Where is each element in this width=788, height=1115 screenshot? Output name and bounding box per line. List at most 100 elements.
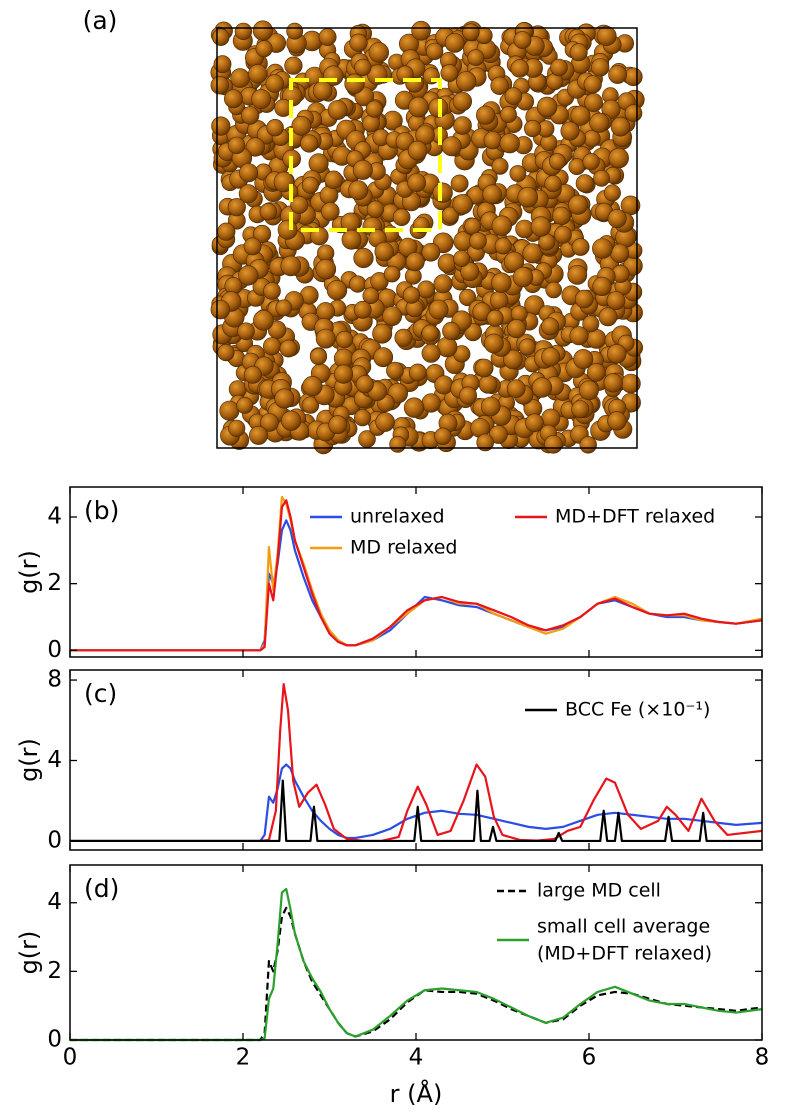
y-tick-label: 0 xyxy=(47,827,62,853)
atom xyxy=(210,299,231,320)
y-axis-label: g(r) xyxy=(15,550,43,594)
x-tick-label: 8 xyxy=(755,1045,770,1071)
atom xyxy=(417,280,436,299)
atom xyxy=(582,153,600,171)
atom xyxy=(499,133,520,154)
atom xyxy=(249,425,269,445)
atom xyxy=(301,396,320,414)
atom xyxy=(316,302,336,321)
atom xyxy=(571,238,590,256)
atom xyxy=(504,87,523,105)
atom xyxy=(328,415,348,435)
atom xyxy=(403,397,425,418)
atom xyxy=(253,309,274,331)
atom xyxy=(510,59,529,78)
atom xyxy=(300,134,319,153)
atom xyxy=(383,265,401,283)
atom xyxy=(512,266,534,288)
atom xyxy=(601,99,621,119)
atom xyxy=(598,307,618,327)
atom xyxy=(375,412,395,432)
atom xyxy=(583,75,602,94)
atom xyxy=(428,299,449,320)
atom xyxy=(279,339,298,358)
atom xyxy=(335,330,354,349)
atom xyxy=(482,184,503,205)
atom xyxy=(251,89,272,110)
atom xyxy=(230,68,250,88)
atom xyxy=(510,305,528,323)
atom xyxy=(483,131,502,150)
legend-label: unrelaxed xyxy=(350,506,445,528)
atom xyxy=(569,326,589,346)
cell-box xyxy=(216,27,638,449)
series-line xyxy=(70,499,763,652)
atom xyxy=(362,114,381,133)
atom xyxy=(603,184,621,202)
atom xyxy=(211,116,231,136)
atom-snapshot xyxy=(210,20,645,455)
atom xyxy=(503,349,523,370)
atom xyxy=(319,185,339,205)
atom xyxy=(592,276,612,297)
atom xyxy=(480,396,501,417)
highlight-box xyxy=(289,78,442,232)
y-axis-label: g(r) xyxy=(15,931,43,975)
atom xyxy=(606,343,627,364)
legend-label: MD+DFT relaxed xyxy=(555,506,715,528)
atom xyxy=(570,105,591,126)
atom xyxy=(253,224,272,243)
atom xyxy=(550,58,568,77)
atom xyxy=(456,71,477,92)
atom xyxy=(596,26,617,46)
atom xyxy=(478,374,498,394)
atom xyxy=(227,136,246,155)
atom xyxy=(590,58,610,77)
atom xyxy=(286,22,304,40)
atom xyxy=(284,56,303,75)
atom xyxy=(262,337,281,356)
y-tick-label: 2 xyxy=(47,570,62,596)
atom xyxy=(623,67,643,87)
atom xyxy=(219,400,240,421)
atom xyxy=(476,105,496,125)
atom xyxy=(444,33,465,53)
atom xyxy=(554,225,572,244)
series-line xyxy=(70,495,763,652)
y-tick-label: 0 xyxy=(47,637,62,663)
x-axis-label: r (Å) xyxy=(390,1079,443,1108)
panel-label: (b) xyxy=(84,496,119,525)
atom xyxy=(586,363,606,382)
atom xyxy=(421,393,441,413)
atom xyxy=(394,328,413,347)
atom xyxy=(318,28,337,46)
atom xyxy=(326,280,348,301)
atom xyxy=(382,306,403,327)
atom xyxy=(517,186,539,208)
atom xyxy=(315,328,336,349)
panel-label: (d) xyxy=(84,874,119,903)
atom xyxy=(344,73,365,94)
series-line xyxy=(70,779,762,843)
atom xyxy=(462,23,480,41)
atom xyxy=(277,219,298,240)
atom xyxy=(442,321,461,341)
panel-label: (c) xyxy=(84,679,117,708)
atom xyxy=(265,74,285,93)
atom xyxy=(453,250,471,268)
atom xyxy=(408,96,429,118)
atom xyxy=(362,287,380,305)
atom xyxy=(421,324,439,342)
atom xyxy=(315,258,337,280)
atom xyxy=(290,195,309,214)
atom xyxy=(227,198,246,217)
atom xyxy=(603,373,623,393)
atom xyxy=(490,76,509,96)
atom xyxy=(386,361,404,380)
atom xyxy=(432,182,453,203)
atom xyxy=(341,229,362,250)
atom xyxy=(513,31,532,49)
y-tick-label: 8 xyxy=(47,667,62,693)
atom xyxy=(523,119,542,138)
atom xyxy=(236,396,254,414)
